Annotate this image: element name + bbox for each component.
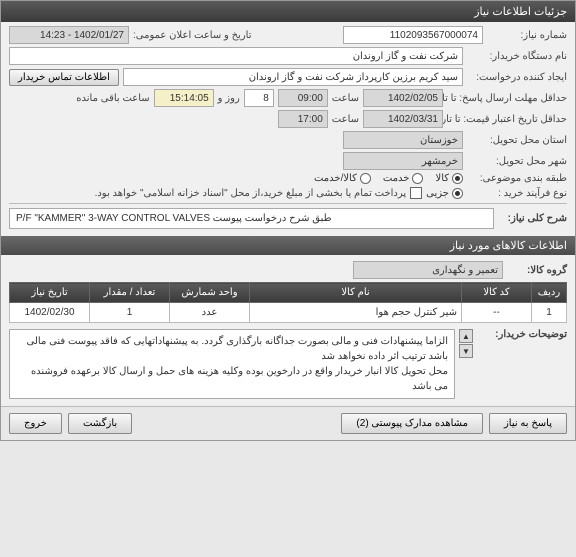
category-service-radio[interactable]: خدمت (383, 173, 424, 184)
exit-button[interactable]: خروج (9, 413, 62, 434)
col-qty: تعداد / مقدار (90, 283, 170, 303)
purchase-cash-radio[interactable]: جزیی (426, 188, 463, 199)
radio-checked-icon (452, 188, 463, 199)
category-service-label: خدمت (383, 173, 410, 184)
cell-qty: 1 (90, 303, 170, 323)
requester-field: سید کریم برزین کارپرداز شرکت نفت و گاز ا… (123, 68, 463, 86)
separator (9, 203, 567, 204)
days-remaining-field: 8 (244, 89, 274, 107)
buyer-notes-label: توضیحات خریدار: (477, 329, 567, 340)
window-title: جزئیات اطلاعات نیاز (474, 6, 567, 18)
purchase-cash-label: جزیی (426, 188, 449, 199)
deadline-time-field: 09:00 (278, 89, 328, 107)
category-both-radio[interactable]: کالا/خدمت (314, 173, 371, 184)
time-remaining-field: 15:14:05 (154, 89, 214, 107)
notes-scroll: ▲ ▼ (459, 329, 473, 358)
attachments-button[interactable]: مشاهده مدارک پیوستی (2) (341, 413, 483, 434)
province-field: خوزستان (343, 131, 463, 149)
buyer-label: نام دستگاه خریدار: (467, 51, 567, 62)
hour-label-1: ساعت (332, 93, 359, 104)
need-desc-field: P/F "KAMMER" 3-WAY CONTROL VALVES طبق شر… (9, 208, 494, 229)
remaining-label: ساعت باقی مانده (76, 93, 149, 104)
hour-label-2: ساعت (332, 114, 359, 125)
category-label: طبقه بندی موضوعی: (467, 173, 567, 184)
radio-icon (360, 173, 371, 184)
items-area: گروه کالا: تعمیر و نگهداری ردیف کد کالا … (1, 257, 575, 406)
deadline-label: حداقل مهلت ارسال پاسخ: تا تاریخ: (447, 93, 567, 104)
col-unit: واحد شمارش (170, 283, 250, 303)
col-code: کد کالا (462, 283, 532, 303)
radio-icon (412, 173, 423, 184)
radio-checked-icon (452, 173, 463, 184)
col-row: ردیف (532, 283, 567, 303)
announce-date-field: 1402/01/27 - 14:23 (9, 26, 129, 44)
reply-button[interactable]: پاسخ به نیاز (489, 413, 567, 434)
table-row[interactable]: 1 -- شیر کنترل حجم هوا عدد 1 1402/02/30 (10, 303, 567, 323)
city-field: خرمشهر (343, 152, 463, 170)
cell-row: 1 (532, 303, 567, 323)
province-label: استان محل تحویل: (467, 135, 567, 146)
need-number-label: شماره نیاز: (487, 30, 567, 41)
contact-info-button[interactable]: اطلاعات تماس خریدار (9, 69, 119, 86)
cell-name: شیر کنترل حجم هوا (250, 303, 462, 323)
need-desc-label: شرح کلی نیاز: (498, 213, 567, 224)
header-form: شماره نیاز: 1102093567000074 تاریخ و ساع… (1, 22, 575, 236)
window-titlebar: جزئیات اطلاعات نیاز (1, 1, 575, 22)
category-both-label: کالا/خدمت (314, 173, 357, 184)
validity-label: حداقل تاریخ اعتبار قیمت: تا تاریخ: (447, 114, 567, 125)
buyer-notes-box: الزاما پیشنهادات فنی و مالی بصورت جداگان… (9, 329, 455, 399)
day-label: روز و (218, 93, 240, 104)
validity-time-field: 17:00 (278, 110, 328, 128)
category-radio-group: کالا خدمت کالا/خدمت (314, 173, 463, 184)
need-number-field: 1102093567000074 (343, 26, 483, 44)
requester-label: ایجاد کننده درخواست: (467, 72, 567, 83)
category-goods-label: کالا (435, 173, 449, 184)
cell-unit: عدد (170, 303, 250, 323)
scroll-up-icon[interactable]: ▲ (459, 329, 473, 343)
main-window: جزئیات اطلاعات نیاز شماره نیاز: 11020935… (0, 0, 576, 441)
announce-date-label: تاریخ و ساعت اعلان عمومی: (133, 30, 252, 41)
cell-code: -- (462, 303, 532, 323)
items-section-header: اطلاعات کالاهای مورد نیاز (1, 236, 575, 255)
validity-date-field: 1402/03/31 (363, 110, 443, 128)
installment-text: پرداخت تمام یا بخشی از مبلغ خرید،از محل … (95, 188, 407, 199)
goods-group-label: گروه کالا: (507, 265, 567, 276)
cell-date: 1402/02/30 (10, 303, 90, 323)
items-table: ردیف کد کالا نام کالا واحد شمارش تعداد /… (9, 282, 567, 323)
installment-checkbox[interactable] (410, 187, 422, 199)
footer-bar: پاسخ به نیاز مشاهده مدارک پیوستی (2) باز… (1, 406, 575, 440)
back-button[interactable]: بازگشت (68, 413, 132, 434)
goods-group-field: تعمیر و نگهداری (353, 261, 503, 279)
buyer-field: شرکت نفت و گاز اروندان (9, 47, 463, 65)
city-label: شهر محل تحویل: (467, 156, 567, 167)
scroll-down-icon[interactable]: ▼ (459, 344, 473, 358)
purchase-type-label: نوع فرآیند خرید : (467, 188, 567, 199)
category-goods-radio[interactable]: کالا (435, 173, 463, 184)
col-date: تاریخ نیاز (10, 283, 90, 303)
deadline-date-field: 1402/02/05 (363, 89, 443, 107)
table-header-row: ردیف کد کالا نام کالا واحد شمارش تعداد /… (10, 283, 567, 303)
col-name: نام کالا (250, 283, 462, 303)
